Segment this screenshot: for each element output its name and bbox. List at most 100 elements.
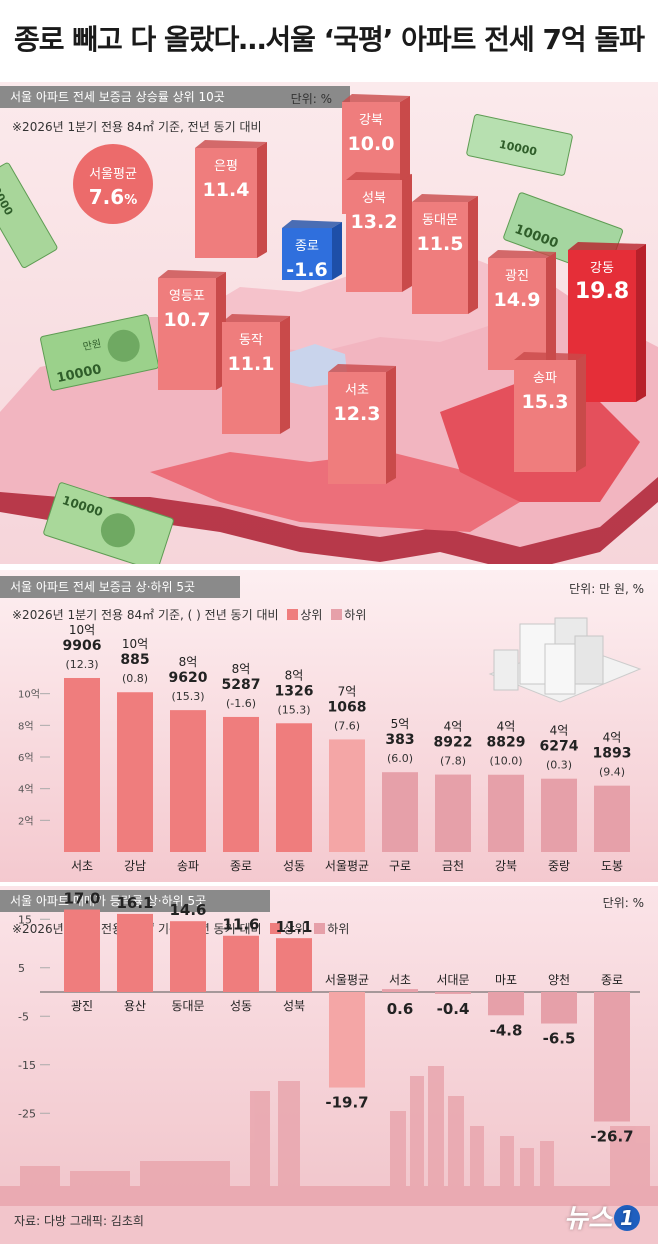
banknote-4: 10000: [466, 114, 573, 176]
x3-label: 서초: [389, 973, 411, 987]
bar-label-man: 9906: [63, 638, 102, 654]
bar3-동대문: [170, 921, 206, 992]
pillar-side-4: [468, 196, 478, 314]
bar-서울평균: [329, 739, 365, 852]
bar-label-change: (12.3): [65, 658, 98, 671]
pillar-top-0: [342, 94, 410, 102]
bar-label-eok: 5억: [391, 717, 410, 731]
pillar-name-6: 강동: [590, 261, 614, 276]
pillar-top-2: [282, 220, 342, 228]
x3-label: 성동: [230, 999, 252, 1013]
bar-label-change: (7.8): [440, 755, 466, 768]
pillar-2: 종로 -1.6: [282, 220, 342, 281]
x3-label: 성북: [283, 999, 305, 1013]
y-tick-label: 4억: [18, 784, 34, 796]
bar-label-change: (7.6): [334, 719, 360, 732]
bar-label-man: 6274: [540, 739, 579, 755]
pillar-side-5: [546, 252, 556, 370]
section1-header: 서울 아파트 전세 보증금 상승률 상위 10곳: [0, 86, 350, 108]
district-pillars: 강북 10.0 은평 11.4 종로 -1.6 성북 13.2 동대문 11.5 광진 14.9 강동 1…: [158, 94, 646, 484]
bar-송파: [170, 710, 206, 852]
pillar-7: 영등포 10.7: [158, 270, 226, 390]
pillar-top-4: [412, 194, 478, 202]
bar3-value: 14.6: [169, 901, 206, 919]
pillar-top-9: [328, 364, 396, 372]
bar-label-eok: 8억: [232, 662, 251, 676]
pillar-5: 광진 14.9: [488, 250, 556, 370]
bar-label-change: (15.3): [277, 703, 310, 716]
pillar-value-1: 11.4: [203, 179, 250, 201]
map-panel: 서울 아파트 전세 보증금 상승률 상위 10곳 단위: % ※2026년 1분…: [0, 82, 658, 564]
section1-unit: 단위: %: [290, 92, 332, 106]
bar-label-eok: 4억: [550, 724, 569, 738]
pillar-value-10: 15.3: [522, 391, 569, 413]
x-label: 도봉: [601, 859, 623, 873]
bar-강북: [488, 774, 524, 852]
x-label: 종로: [230, 859, 252, 873]
map-region-south: [150, 452, 520, 532]
bar-label-eok: 10억: [69, 623, 95, 637]
bar3-광진: [64, 909, 100, 992]
bar-label-change: (0.3): [546, 759, 572, 772]
bar-종로: [223, 716, 259, 852]
bar-label-eok: 4억: [497, 720, 516, 734]
pillar-value-9: 12.3: [334, 403, 381, 425]
bar-label-eok: 10억: [122, 637, 148, 651]
x-label: 금천: [442, 858, 464, 873]
pillar-9: 서초 12.3: [328, 364, 396, 484]
pillar-name-2: 종로: [295, 239, 319, 254]
section2-note: ※2026년 1분기 전용 84㎡ 기준, ( ) 전년 동기 대비 상위 하위: [12, 606, 366, 623]
bar-label-change: (9.4): [599, 766, 625, 779]
pillar-8: 동작 11.1: [222, 314, 290, 434]
pillar-1: 은평 11.4: [195, 140, 267, 258]
bar-도봉: [594, 785, 630, 852]
pillar-name-5: 광진: [505, 269, 529, 284]
seoul-average-circle: [73, 144, 153, 224]
pillar-value-2: -1.6: [286, 259, 328, 281]
news1-logo: 뉴스 1: [564, 1198, 640, 1235]
pillar-side-1: [257, 142, 267, 258]
x3-label: 서대문: [436, 973, 469, 987]
y3-tick-label: -15: [18, 1059, 36, 1072]
y3-tick-label: 5: [18, 962, 25, 975]
bar-label-man: 885: [120, 652, 149, 668]
bar-서초: [64, 677, 100, 852]
banknote-2: 10000: [43, 482, 174, 564]
bar-label-man: 8922: [434, 735, 473, 751]
section2-note-text: ※2026년 1분기 전용 84㎡ 기준, ( ) 전년 동기 대비: [12, 608, 279, 622]
bar3-value: -19.7: [325, 1094, 368, 1112]
legend3-down-swatch: [314, 923, 326, 934]
x3-label: 동대문: [171, 999, 204, 1013]
section2-unit: 단위: 만 원, %: [569, 582, 644, 596]
legend3-up-swatch: [270, 923, 282, 934]
bar3-value: 0.6: [387, 1000, 414, 1018]
pillar-value-4: 11.5: [417, 233, 464, 255]
bar3-마포: [488, 992, 524, 1016]
pillar-name-7: 영등포: [169, 289, 205, 304]
legend-up-swatch: [287, 609, 299, 620]
y-tick-label: 2억: [18, 815, 34, 827]
bar-label-man: 1893: [593, 746, 632, 762]
logo-mark: 1: [614, 1205, 640, 1231]
pillar-value-3: 13.2: [351, 211, 398, 233]
bar3-서초: [382, 989, 418, 992]
jeonse-panel: 서울 아파트 전세 보증금 상·하위 5곳 단위: 만 원, % ※2026년 …: [0, 570, 658, 882]
pillar-value-5: 14.9: [494, 289, 541, 311]
bar-label-change: (10.0): [489, 755, 522, 768]
bar-성동: [276, 723, 312, 852]
bar-구로: [382, 772, 418, 852]
bar3-value: 17.0: [63, 890, 100, 908]
legend3-up-label: 상위: [283, 922, 306, 936]
seoul-average-label: 서울평균: [89, 167, 137, 182]
pillar-top-3: [346, 172, 412, 180]
bar-label-man: 5287: [222, 677, 261, 693]
bar3-용산: [117, 913, 153, 992]
bar3-value: -4.8: [490, 1021, 523, 1039]
bar-금천: [435, 774, 471, 852]
logo-text: 뉴스: [564, 1204, 612, 1234]
x3-label: 용산: [124, 999, 146, 1013]
section1-note: ※2026년 1분기 전용 84㎡ 기준, 전년 동기 대비: [12, 120, 262, 134]
x3-label: 광진: [71, 999, 93, 1013]
x3-label: 서울평균: [325, 973, 369, 987]
sale-panel: 서울 아파트 매매가 등락률 상·하위 5곳 단위: % ※2026년 1분기 …: [0, 886, 658, 1244]
